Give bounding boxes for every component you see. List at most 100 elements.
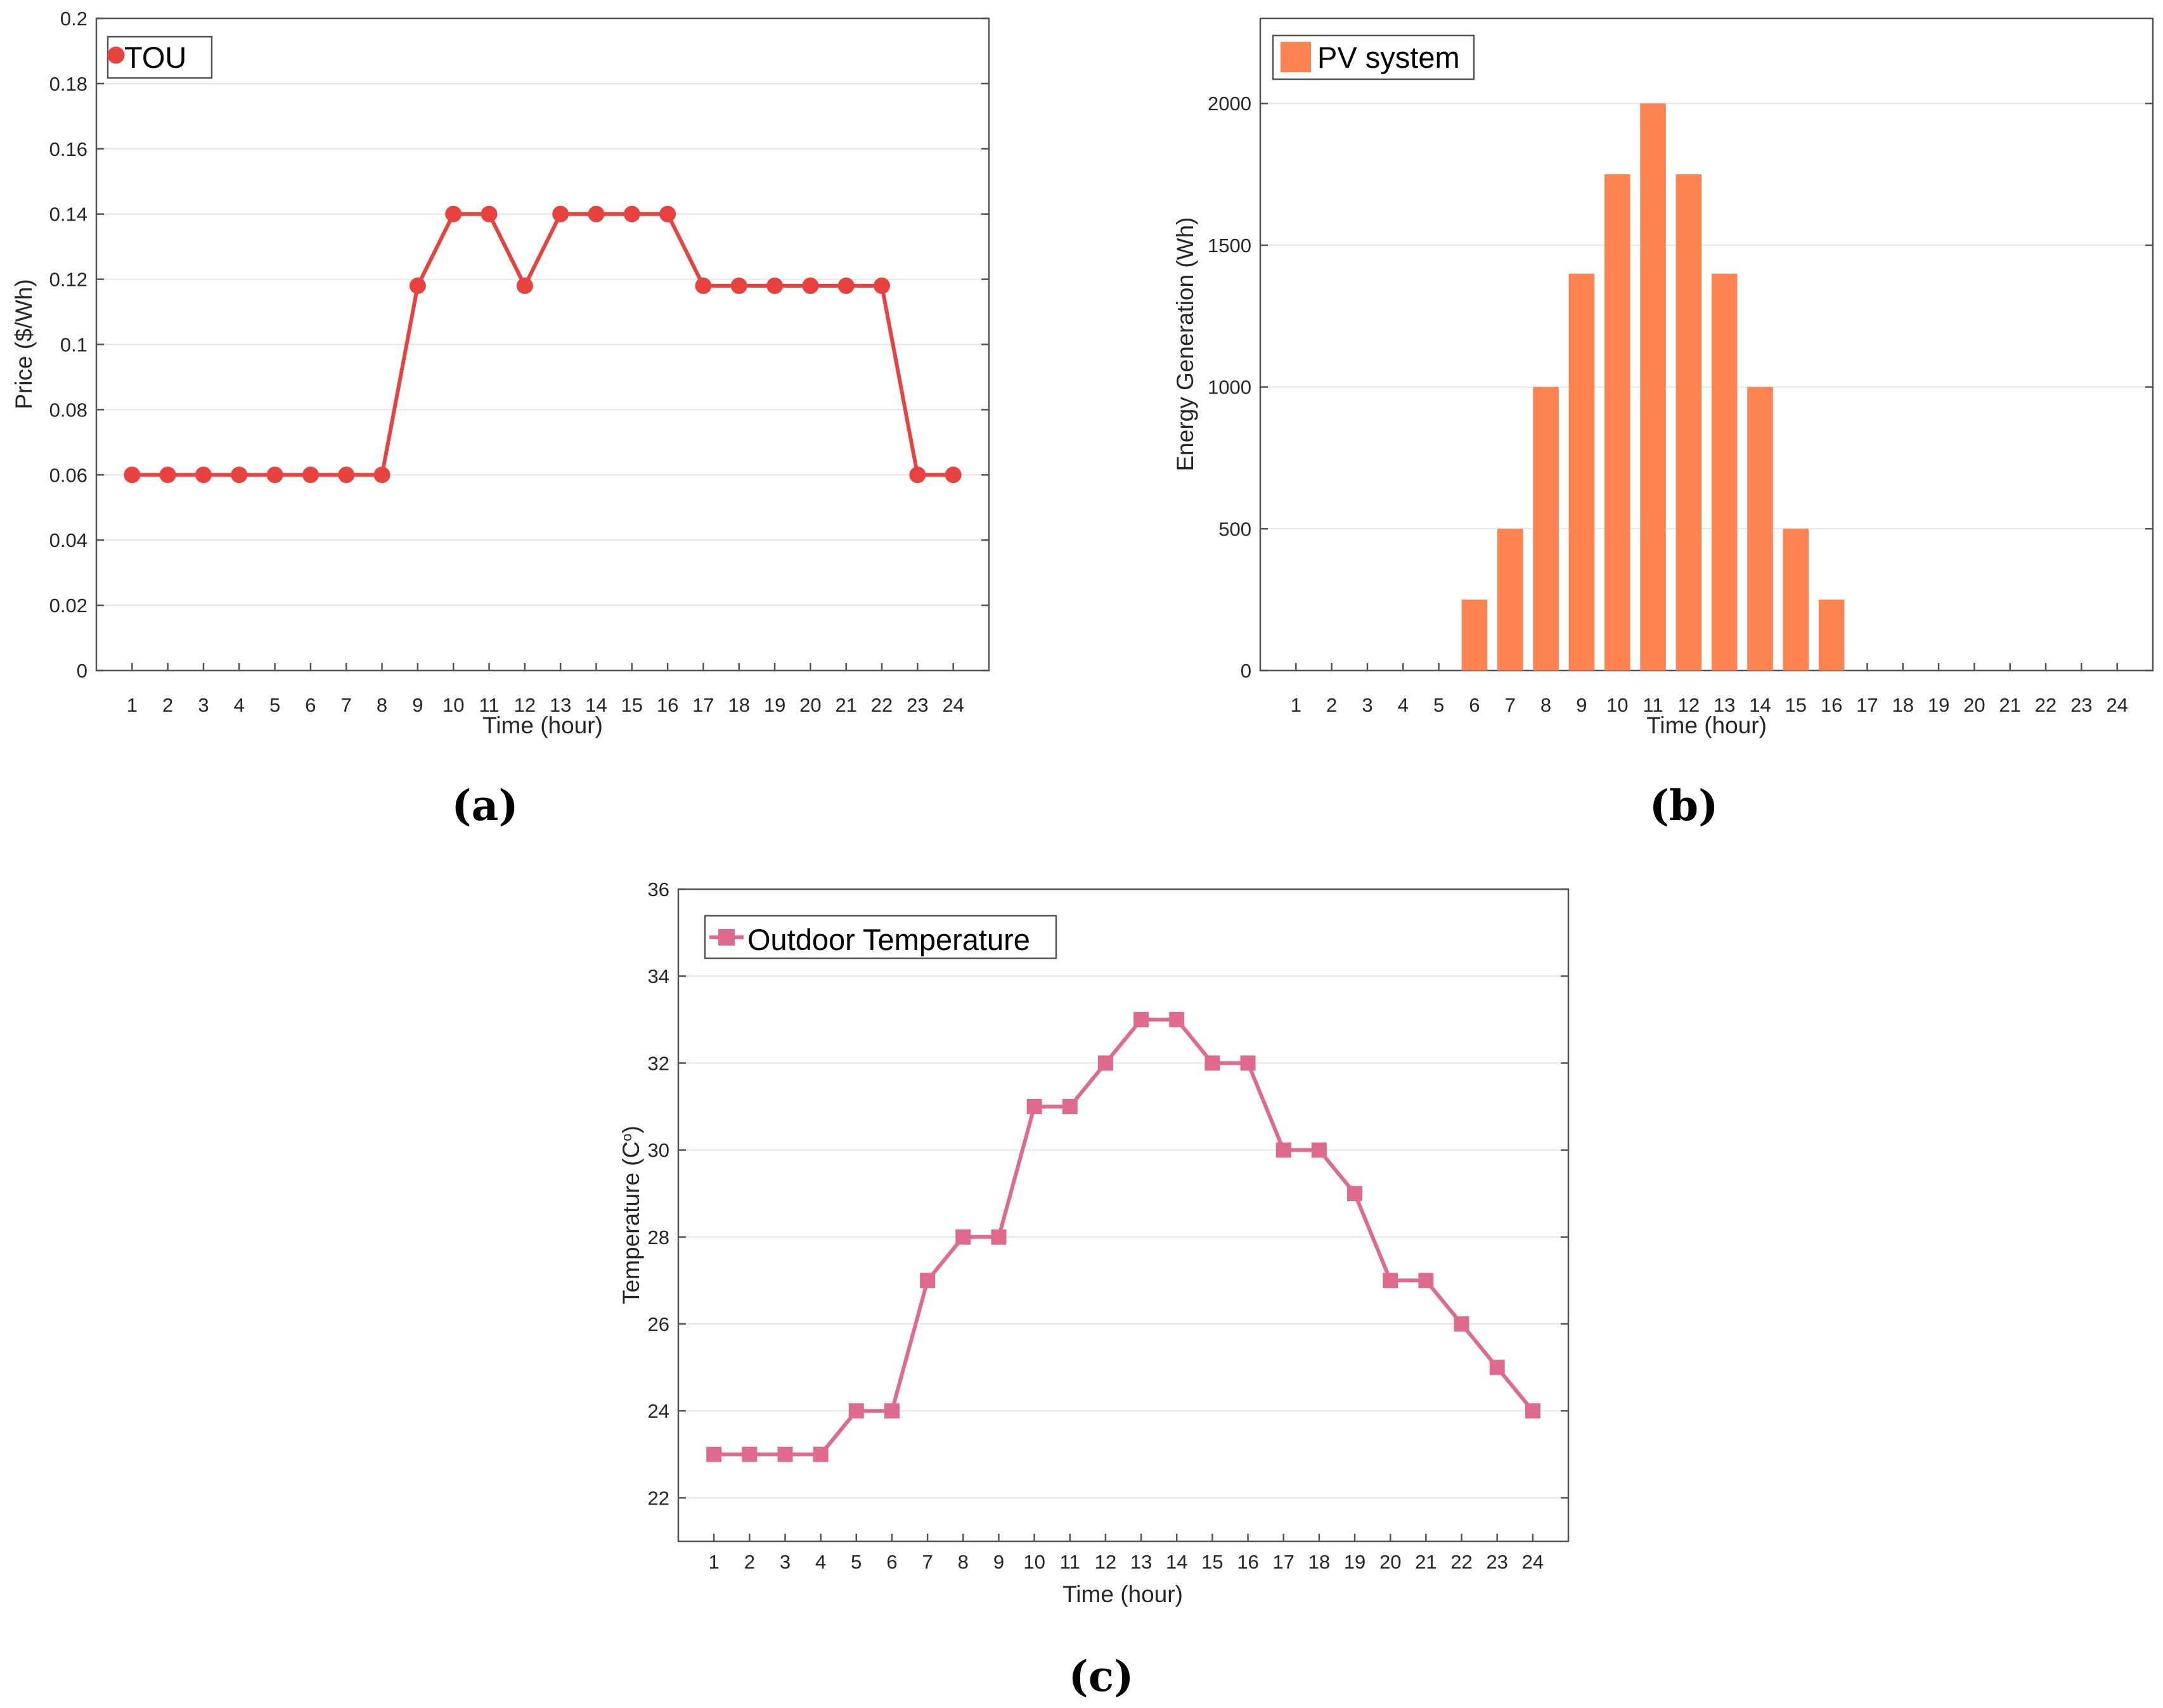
panel-b-x-tick-label: 22 — [2035, 694, 2056, 716]
panel-c-legend-label: Outdoor Temperature — [747, 923, 1030, 956]
panel-a-y-tick-label: 0.2 — [60, 8, 87, 30]
panel-a-data-point — [837, 277, 855, 294]
panel-a-data-point — [481, 205, 498, 222]
panel-a-caption: (a) — [451, 781, 518, 830]
panel-b-x-tick-label: 5 — [1433, 694, 1444, 716]
panel-a-y-tick-label: 0.16 — [49, 138, 87, 160]
panel-c-x-ticks: 1 2 3 4 5 6 7 8 9 10 11 12 13 14 15 16 17 18 19 20 21 22 23 24 — [709, 1534, 1544, 1573]
panel-c-x-tick-label: 8 — [958, 1551, 969, 1573]
panel-b-x-tick-label: 2 — [1326, 694, 1337, 716]
panel-a-data-point — [588, 205, 605, 222]
panel-b-x-tick-label: 7 — [1505, 694, 1516, 716]
panel-a-y-axis-label: Price ($/Wh) — [11, 279, 37, 409]
panel-c-data-point — [920, 1273, 936, 1288]
panel-a-legend-marker-circle — [107, 46, 125, 64]
panel-a-x-tick-label: 1 — [127, 694, 138, 716]
panel-a-data-point — [302, 466, 319, 484]
panel-c-x-axis-label: Time (hour) — [1062, 1581, 1183, 1607]
panel-b-x-tick-label: 15 — [1785, 694, 1807, 716]
panel-b-x-tick-label: 17 — [1856, 694, 1878, 716]
panel-a-data-point — [802, 277, 819, 294]
panel-c-x-tick-label: 24 — [1522, 1551, 1544, 1573]
panel-c-data-point — [777, 1446, 793, 1462]
panel-a-x-tick-label: 16 — [657, 694, 678, 716]
panel-c-x-tick-label: 20 — [1379, 1551, 1401, 1573]
panel-c-data-point — [1133, 1011, 1149, 1027]
panel-c-x-tick-label: 16 — [1237, 1551, 1258, 1573]
panel-c-data-point — [991, 1229, 1007, 1245]
panel-b-series-pv — [1461, 103, 1845, 671]
panel-b-bar — [1461, 600, 1488, 671]
panel-b-y-ticks: 0 500 1000 1500 2000 — [1208, 93, 2153, 682]
panel-a-data-point — [552, 205, 569, 222]
panel-a-x-tick-label: 6 — [305, 694, 316, 716]
panel-a-x-tick-label: 24 — [942, 694, 964, 716]
panel-b-plot-frame — [1259, 17, 2154, 672]
panel-b-bar — [1533, 387, 1559, 671]
panel-a-data-point — [874, 277, 891, 294]
panel-b-x-tick-label: 14 — [1749, 694, 1771, 716]
panel-b-y-tick-label: 500 — [1218, 518, 1251, 540]
panel-a-data-point — [338, 466, 355, 484]
panel-b-x-tick-label: 12 — [1678, 694, 1700, 716]
panel-b-x-tick-label: 11 — [1643, 694, 1663, 716]
panel-c-legend-box — [704, 915, 1057, 960]
panel-b-x-tick-label: 3 — [1362, 694, 1372, 716]
panel-c-x-tick-label: 23 — [1486, 1551, 1508, 1573]
panel-a-y-tick-label: 0.1 — [60, 334, 87, 356]
panel-a-x-tick-label: 17 — [692, 694, 714, 716]
panel-a-legend: TOU — [107, 35, 213, 79]
panel-b-bar — [1711, 273, 1738, 671]
panel-c-data-point — [1454, 1316, 1469, 1332]
panel-c-y-tick-label: 24 — [648, 1400, 669, 1422]
panel-b-legend: PV system — [1272, 34, 1475, 80]
panel-c-data-point — [1525, 1403, 1540, 1419]
panel-b-x-tick-label: 23 — [2070, 694, 2092, 716]
panel-c-y-tick-label: 36 — [648, 878, 669, 901]
panel-b-x-tick-label: 1 — [1291, 694, 1301, 716]
panel-b-y-tick-label: 1000 — [1208, 376, 1251, 399]
panel-b-y-tick-label: 1500 — [1208, 234, 1251, 257]
panel-c-x-tick-label: 1 — [709, 1551, 720, 1573]
panel-a-y-tick-label: 0.14 — [49, 203, 87, 226]
panel-b-x-tick-label: 4 — [1398, 694, 1409, 716]
panel-a-x-tick-label: 2 — [162, 694, 173, 716]
panel-b-x-tick-label: 18 — [1892, 694, 1914, 716]
panel-b-caption: (b) — [1650, 781, 1719, 830]
panel-a-x-tick-label: 14 — [585, 694, 607, 716]
panel-c-y-tick-label: 26 — [648, 1313, 669, 1335]
panel-b-legend-swatch — [1281, 42, 1311, 72]
panel-c-data-point — [1204, 1055, 1220, 1071]
panel-a-x-tick-label: 22 — [871, 694, 893, 716]
panel-a-data-point — [266, 466, 283, 484]
panel-a-x-tick-label: 23 — [907, 694, 928, 716]
panel-c-y-axis-label-suffix: ) — [618, 1126, 644, 1133]
panel-c-data-point — [1347, 1186, 1363, 1202]
panel-c-x-tick-label: 19 — [1344, 1551, 1366, 1573]
panel-c-y-tick-label: 34 — [648, 965, 669, 987]
panel-a-y-tick-label: 0.04 — [49, 529, 87, 551]
panel-a-data-point — [516, 277, 533, 294]
panel-a-x-tick-label: 12 — [514, 694, 536, 716]
panel-a-x-ticks: 1 2 3 4 5 6 7 8 9 10 11 12 13 14 15 16 17 18 19 20 21 22 23 24 — [127, 663, 964, 716]
panel-b-bar — [1676, 174, 1702, 671]
panel-c-x-tick-label: 17 — [1272, 1551, 1294, 1573]
panel-c-x-tick-label: 12 — [1095, 1551, 1116, 1573]
panel-a-tou-price-chart: 00.020.040.060.080.10.120.140.160.180.2 … — [11, 8, 990, 830]
panel-b-bar — [1497, 529, 1523, 671]
panel-b-x-tick-label: 13 — [1714, 694, 1735, 716]
panel-c-y-axis-label: Temperature (Co) — [618, 1126, 644, 1304]
panel-c-caption: (c) — [1069, 1652, 1134, 1701]
panel-b-x-tick-label: 6 — [1469, 694, 1480, 716]
panel-c-y-axis-label-superscript: o — [619, 1134, 635, 1141]
panel-c-y-tick-label: 28 — [648, 1226, 669, 1249]
panel-c-x-tick-label: 11 — [1060, 1551, 1080, 1573]
panel-b-grid — [1260, 103, 2153, 530]
panel-c-grid — [678, 975, 1568, 1499]
panel-a-x-tick-label: 8 — [377, 694, 387, 716]
panel-a-data-point — [445, 205, 462, 222]
panel-c-data-point — [1489, 1359, 1505, 1375]
panel-a-x-tick-label: 21 — [835, 694, 856, 716]
panel-c-y-tick-label: 30 — [648, 1140, 669, 1162]
